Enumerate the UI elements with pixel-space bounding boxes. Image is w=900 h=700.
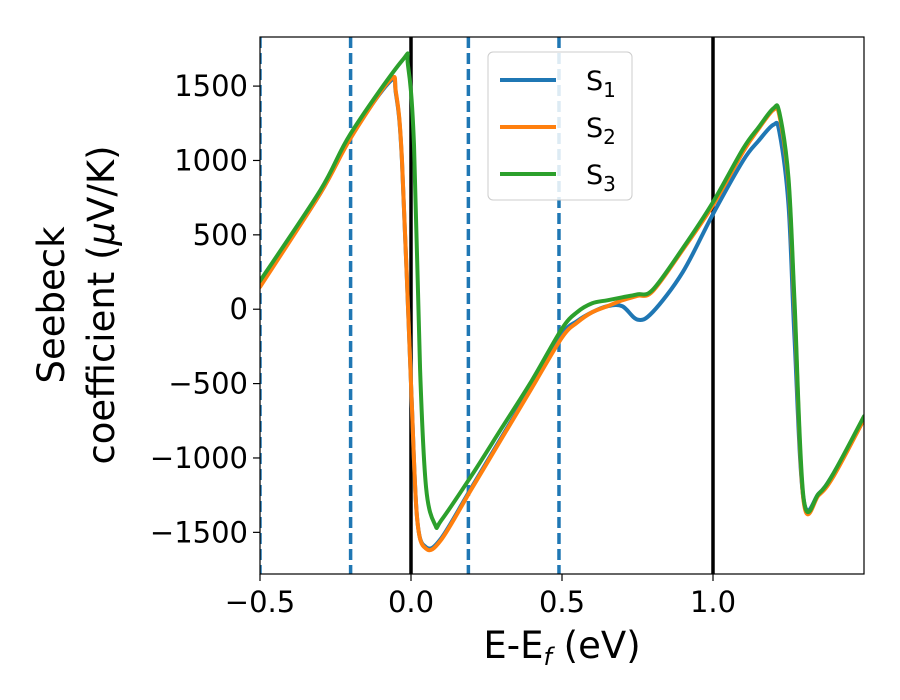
y-tick-label: 0	[230, 292, 248, 326]
legend-label-s2: S2	[586, 113, 616, 149]
y-axis-label-line1: Seebeck	[30, 226, 73, 384]
y-tick-label: 500	[193, 218, 248, 252]
x-axis-label-unit: (eV)	[552, 624, 641, 667]
x-tick-label: −0.5	[225, 585, 295, 619]
y-axis-label-suffix: V/K)	[80, 145, 123, 221]
y-axis-label-line2: coefficient (μV/K)	[80, 145, 123, 464]
legend-label-s1: S1	[586, 66, 616, 102]
x-tick-label: 1.0	[690, 585, 736, 619]
legend: S1 S2 S3	[487, 51, 633, 201]
y-tick-label: −500	[168, 367, 248, 401]
y-tick-label: −1000	[150, 441, 248, 475]
series-line-s3	[260, 51, 864, 531]
y-axis-ticks: −1500 −1000 −500 0 500 1000 1500	[150, 69, 260, 549]
x-tick-label: 0.0	[388, 585, 434, 619]
x-axis-label: E-Ef (eV)	[483, 624, 640, 671]
y-axis-label-mu: μ	[80, 222, 123, 247]
x-tick-label: 0.5	[539, 585, 585, 619]
y-axis-label: Seebeck coefficient (μV/K)	[30, 145, 123, 464]
x-axis-label-main: E-E	[483, 624, 543, 667]
y-tick-label: 1000	[174, 143, 248, 177]
x-axis-ticks: −0.5 0.0 0.5 1.0	[225, 574, 736, 619]
y-axis-label-prefix: coefficient (	[80, 245, 123, 464]
y-tick-label: −1500	[150, 515, 248, 549]
legend-box	[487, 51, 633, 201]
legend-label-s3: S3	[586, 160, 616, 196]
y-tick-label: 1500	[174, 69, 248, 103]
series-layer	[260, 51, 864, 553]
